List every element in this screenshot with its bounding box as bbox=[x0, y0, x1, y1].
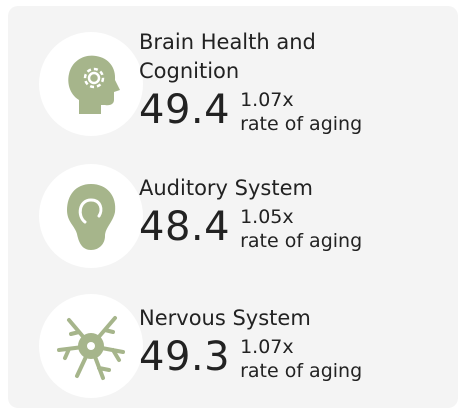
rate-block: 1.07x rate of aging bbox=[240, 335, 362, 383]
item: Auditory System 48.4 1.05x rate of aging bbox=[139, 174, 369, 253]
rate-value: 1.05x bbox=[240, 206, 294, 228]
biological-age: 49.3 bbox=[139, 334, 231, 380]
item: Brain Health and Cognition 49.4 1.07x rate … bbox=[139, 28, 369, 136]
rate-block: 1.05x rate of aging bbox=[240, 205, 362, 253]
ear-icon bbox=[39, 164, 143, 268]
item: Nervous System 49.3 1.07x rate of aging bbox=[139, 304, 369, 383]
rate-label: rate of aging bbox=[240, 113, 363, 135]
rate-block: 1.07x rate of aging bbox=[240, 88, 362, 136]
brain-icon bbox=[39, 32, 143, 136]
item-stats: 48.4 1.05x rate of aging bbox=[139, 205, 369, 253]
rate-value: 1.07x bbox=[240, 89, 294, 111]
neuron-icon bbox=[39, 294, 143, 398]
biological-age: 49.4 bbox=[139, 87, 231, 133]
rate-label: rate of aging bbox=[240, 360, 363, 382]
item-stats: 49.3 1.07x rate of aging bbox=[139, 335, 369, 383]
rate-value: 1.07x bbox=[240, 336, 294, 358]
item-title: Nervous System bbox=[139, 306, 311, 330]
item-title: Brain Health and Cognition bbox=[139, 30, 316, 83]
biological-age: 48.4 bbox=[139, 204, 231, 250]
item-title: Auditory System bbox=[139, 176, 313, 200]
item-stats: 49.4 1.07x rate of aging bbox=[139, 88, 369, 136]
rate-label: rate of aging bbox=[240, 230, 363, 252]
card bbox=[8, 6, 458, 408]
